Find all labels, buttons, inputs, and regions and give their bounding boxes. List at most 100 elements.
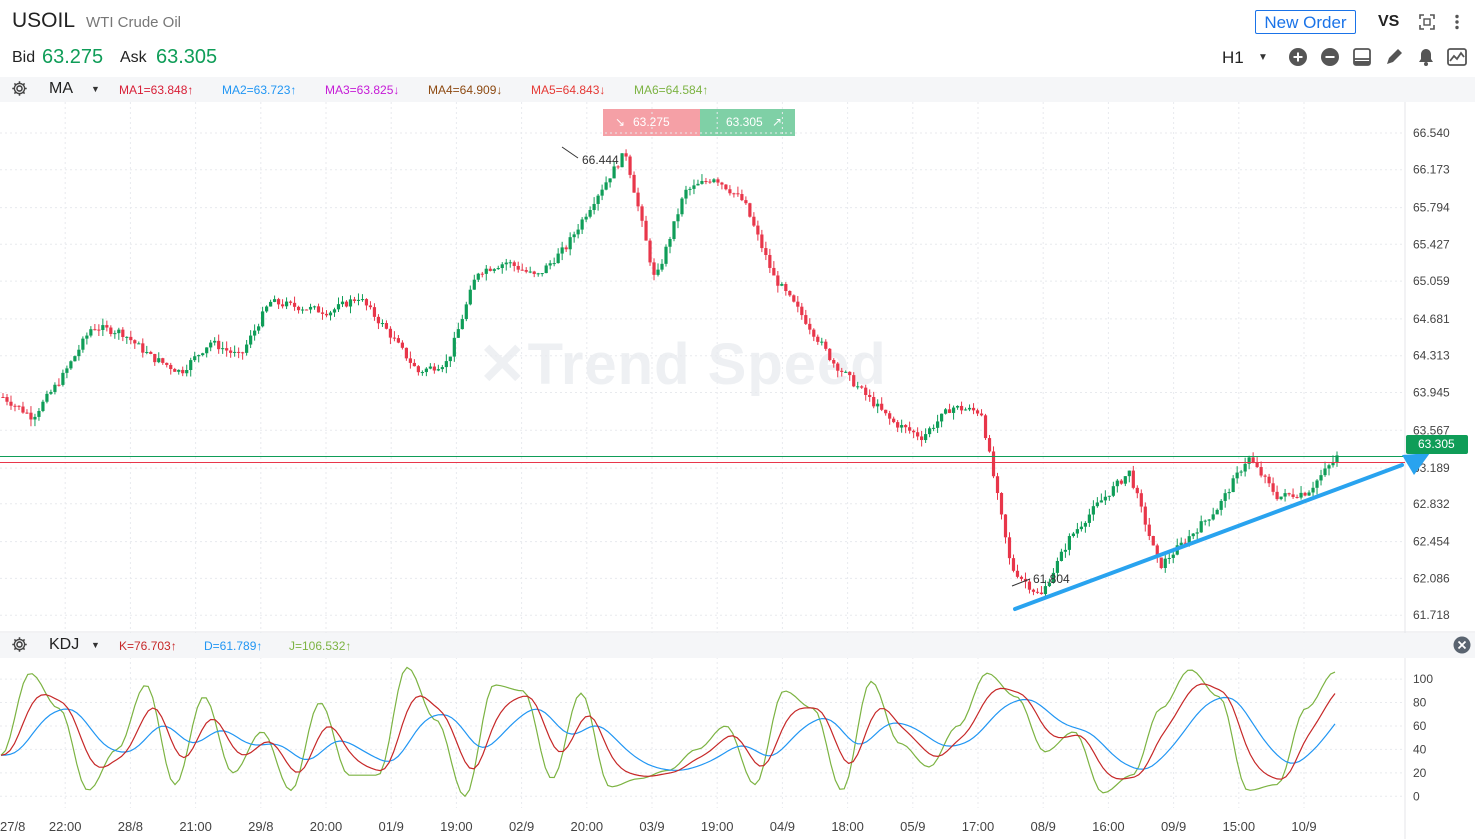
candle-body <box>1223 493 1227 501</box>
candle-body <box>580 219 584 230</box>
candle-body <box>616 166 620 168</box>
candle-body <box>21 406 25 413</box>
fullscreen-icon[interactable] <box>1416 11 1438 33</box>
current-price-value: 63.305 <box>1418 437 1455 451</box>
alert-bell-icon[interactable] <box>1415 46 1437 68</box>
candle-body <box>732 193 736 195</box>
kdj-dropdown-caret-icon[interactable]: ▼ <box>91 640 100 650</box>
candle-body <box>756 225 760 235</box>
candle-body <box>432 366 436 371</box>
ma-dropdown-caret-icon[interactable]: ▼ <box>91 84 100 94</box>
candle-body <box>141 343 145 353</box>
compare-vs-button[interactable]: VS <box>1378 13 1400 30</box>
candle-body <box>237 351 241 353</box>
candle-body <box>1283 493 1287 497</box>
candle-body <box>568 237 572 250</box>
more-options-icon[interactable] <box>1446 11 1468 33</box>
candle-body <box>1291 494 1295 497</box>
candle-body <box>1319 475 1323 481</box>
candle-body <box>400 342 404 348</box>
candle-body <box>1123 476 1127 484</box>
candle-body <box>113 333 117 335</box>
trend-arrow-head <box>1402 453 1430 475</box>
candle-body <box>1135 487 1139 494</box>
candle-body <box>356 299 361 301</box>
candle-body <box>608 178 612 183</box>
candle-body <box>936 421 940 428</box>
candle-body <box>1159 557 1163 569</box>
candle-body <box>205 347 209 354</box>
candle-body <box>1075 529 1079 534</box>
candle-body <box>1139 493 1143 507</box>
new-order-button[interactable]: New Order <box>1255 10 1356 34</box>
candle-body <box>13 405 17 407</box>
kdj-indicator-name[interactable]: KDJ <box>49 636 80 653</box>
candle-body <box>720 182 724 185</box>
candle-body <box>1243 463 1247 472</box>
candle-body <box>1 397 5 398</box>
candle-body <box>440 367 444 370</box>
low-marker-line <box>1011 578 1031 587</box>
close-kdj-icon[interactable] <box>1453 636 1471 657</box>
y-tick-label: 63.189 <box>1413 461 1450 475</box>
candle-body <box>424 368 428 373</box>
candle-body <box>129 336 133 341</box>
kdj-j-value: J=106.532↑ <box>289 639 352 653</box>
candle-body <box>165 362 169 365</box>
candle-body <box>360 299 365 301</box>
candle-body <box>412 362 416 367</box>
candle-body <box>552 263 556 265</box>
low-price-label: 61.804 <box>1033 572 1070 586</box>
chart-type-icon[interactable] <box>1446 46 1468 68</box>
layout-icon[interactable] <box>1351 46 1373 68</box>
candle-body <box>708 181 712 183</box>
x-tick-label: 04/9 <box>770 819 795 834</box>
candle-body <box>105 325 109 328</box>
kdj-settings-gear-icon[interactable] <box>11 636 28 656</box>
ma-indicator-name[interactable]: MA <box>49 80 73 97</box>
candle-body <box>492 269 496 271</box>
candle-body <box>588 210 592 217</box>
candle-body <box>109 327 113 334</box>
candle-body <box>265 306 269 312</box>
candle-body <box>384 323 389 329</box>
candle-body <box>804 315 808 324</box>
timeframe-select[interactable]: H1 <box>1222 48 1244 67</box>
zoom-in-icon[interactable] <box>1287 46 1309 68</box>
zoom-out-icon[interactable] <box>1319 46 1341 68</box>
candle-body <box>684 189 688 199</box>
candle-body <box>41 401 45 411</box>
buy-price-button[interactable]: 63.305 ↗ <box>700 109 795 136</box>
candle-body <box>448 356 452 362</box>
candle-body <box>45 393 49 402</box>
candle-body <box>464 304 468 320</box>
candle-body <box>328 312 333 316</box>
candle-body <box>624 153 628 157</box>
candle-body <box>995 476 1000 494</box>
candle-body <box>560 247 564 254</box>
candle-body <box>828 348 832 361</box>
candle-body <box>700 181 704 184</box>
candle-body <box>1215 509 1219 515</box>
draw-pencil-icon[interactable] <box>1383 46 1405 68</box>
kdj-y-tick-label: 60 <box>1413 719 1427 733</box>
x-tick-label: 19:00 <box>440 819 473 834</box>
candle-body <box>1059 551 1064 561</box>
candle-body <box>1315 480 1319 488</box>
timeframe-caret-icon[interactable]: ▼ <box>1258 52 1268 63</box>
candle-body <box>748 203 752 217</box>
candle-body <box>728 189 732 194</box>
symbol-name: WTI Crude Oil <box>86 14 182 31</box>
candle-body <box>189 360 193 371</box>
candle-body <box>1187 536 1191 544</box>
candle-body <box>368 305 373 308</box>
candle-body <box>1199 521 1203 533</box>
ma-settings-gear-icon[interactable] <box>11 80 28 100</box>
candle-body <box>572 234 576 238</box>
ma-indicator-bar: MA ▼ MA1=63.848↑ MA2=63.723↑ MA3=63.825↓… <box>0 77 1475 102</box>
candle-body <box>1107 495 1111 497</box>
candle-body <box>1207 519 1211 521</box>
candle-body <box>991 451 996 477</box>
candle-body <box>125 336 129 338</box>
